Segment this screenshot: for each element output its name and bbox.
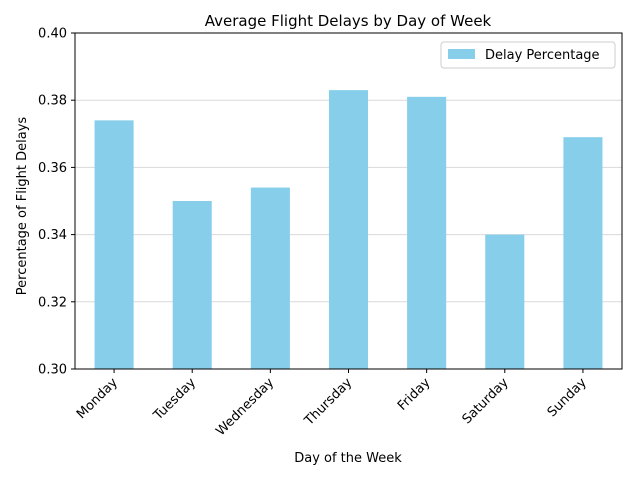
x-tick-label: Wednesday xyxy=(213,375,277,439)
legend-swatch xyxy=(448,49,475,59)
bar xyxy=(485,234,525,369)
y-tick-label: 0.38 xyxy=(38,94,67,109)
bar xyxy=(94,120,134,369)
legend-box xyxy=(440,41,616,69)
y-tick-label: 0.30 xyxy=(38,363,67,378)
y-tick-label: 0.40 xyxy=(38,27,67,42)
x-axis-ticks: Monday Tuesday Wednesday Thursday Friday Satu… xyxy=(74,369,590,439)
y-tick-label: 0.32 xyxy=(38,295,67,310)
legend-label: Delay Percentage xyxy=(485,48,600,63)
x-tick-label: Tuesday xyxy=(150,375,199,424)
y-tick-label: 0.36 xyxy=(38,161,67,176)
x-tick-label: Monday xyxy=(74,375,121,422)
x-tick-label: Thursday xyxy=(301,375,355,429)
x-tick-label: Saturday xyxy=(460,375,512,427)
chart-title: Average Flight Delays by Day of Week xyxy=(205,12,492,30)
bar xyxy=(172,201,212,369)
x-axis-label: Day of the Week xyxy=(294,451,402,466)
bar-layer xyxy=(94,90,603,370)
bar xyxy=(407,96,447,369)
bar xyxy=(563,137,603,369)
y-tick-label: 0.34 xyxy=(38,228,67,243)
y-axis-label: Percentage of Flight Delays xyxy=(15,117,30,296)
y-axis-ticks: 0.30 0.32 0.34 0.36 0.38 0.40 xyxy=(38,27,75,378)
bar xyxy=(328,90,369,370)
x-tick-label: Friday xyxy=(395,375,434,414)
bar xyxy=(250,187,290,369)
x-tick-label: Sunday xyxy=(545,375,590,420)
legend: Delay Percentage xyxy=(440,41,616,69)
